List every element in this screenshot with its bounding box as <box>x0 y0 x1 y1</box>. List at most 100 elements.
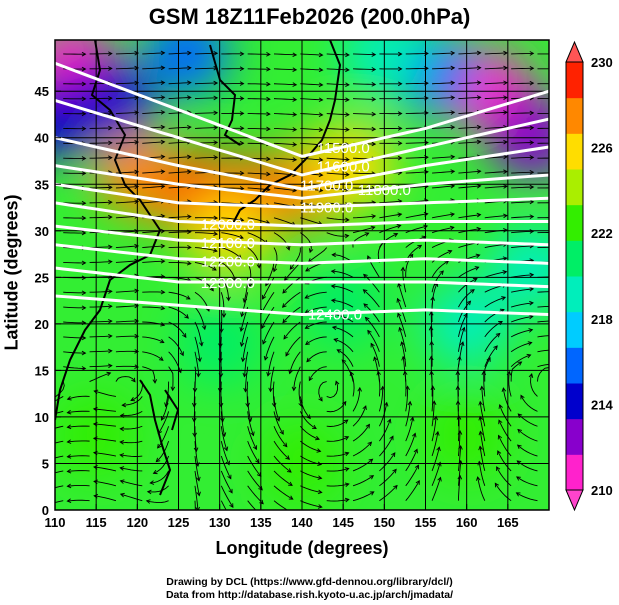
stream-arrowhead <box>195 506 200 510</box>
streamline <box>168 231 191 234</box>
height-contour <box>55 136 549 191</box>
streamline <box>457 341 464 367</box>
streamline <box>326 419 348 427</box>
stream-arrowhead <box>474 266 480 271</box>
streamline <box>431 386 434 412</box>
stream-arrowhead <box>152 379 158 384</box>
stream-arrowhead <box>476 124 482 130</box>
streamline <box>193 396 196 422</box>
stream-arrowhead <box>81 200 87 206</box>
stream-arrowhead <box>369 475 375 480</box>
streamline <box>115 186 139 189</box>
streamline <box>484 52 508 55</box>
stream-arrowhead <box>529 155 535 160</box>
streamline <box>405 225 428 234</box>
stream-arrowhead <box>81 171 87 176</box>
y-tick-label: 45 <box>35 84 49 99</box>
streamline <box>161 396 170 421</box>
streamline <box>511 274 534 278</box>
streamline <box>194 306 206 330</box>
stream-arrowhead <box>195 462 200 467</box>
streamline <box>379 452 396 472</box>
streamline <box>299 411 317 429</box>
stream-arrowhead <box>226 296 231 302</box>
stream-arrowhead <box>157 443 162 449</box>
stream-arrowhead <box>428 325 434 331</box>
height-contour <box>55 294 549 317</box>
stream-arrowhead <box>330 298 336 303</box>
stream-arrowhead <box>247 282 253 288</box>
stream-arrowhead <box>318 52 324 58</box>
streamline <box>63 336 86 339</box>
stream-arrowhead <box>81 290 87 296</box>
stream-arrowhead <box>463 313 468 318</box>
streamline <box>219 336 222 363</box>
streamline <box>194 470 200 496</box>
stream-arrowhead <box>397 312 402 318</box>
stream-arrowhead <box>526 353 532 359</box>
stream-arrowhead <box>256 263 262 269</box>
streamline <box>142 170 165 174</box>
streamline <box>498 435 512 457</box>
streamline <box>353 215 376 219</box>
stream-arrowhead <box>449 225 455 231</box>
stream-arrowhead <box>371 96 377 102</box>
stream-arrowhead <box>134 288 140 294</box>
streamline <box>484 111 508 114</box>
stream-arrowhead <box>130 397 136 402</box>
stream-arrowhead <box>478 430 484 436</box>
stream-arrowhead <box>285 351 290 357</box>
x-axis: 110 115 120 125 130 135 140 145 150 155 160 165 <box>45 504 519 530</box>
colorbar-segment <box>566 97 583 134</box>
streamline <box>326 401 347 413</box>
streamline <box>300 83 323 86</box>
streamline <box>363 289 380 308</box>
stream-arrowhead <box>160 65 166 71</box>
stream-arrowhead <box>239 51 245 57</box>
stream-arrowhead <box>556 112 560 116</box>
streamline <box>247 426 257 450</box>
streamline <box>458 96 481 100</box>
stream-arrowhead <box>239 140 245 146</box>
stream-arrowhead <box>282 288 287 294</box>
streamline <box>477 476 486 501</box>
y-tick-label: 30 <box>35 224 49 239</box>
streamline <box>494 483 512 502</box>
stream-arrowhead <box>306 414 311 420</box>
streamline <box>130 381 143 401</box>
streamline <box>221 262 236 282</box>
streamline <box>405 67 428 70</box>
stream-arrowhead <box>288 481 293 486</box>
stream-arrowhead <box>159 339 165 344</box>
streamline <box>146 500 169 503</box>
stream-arrowhead <box>478 415 483 421</box>
stream-arrowhead <box>218 402 224 408</box>
streamline <box>484 321 503 338</box>
stream-arrowhead <box>217 387 223 393</box>
stream-arrowhead <box>281 303 287 308</box>
streamline <box>458 289 475 308</box>
streamline <box>194 321 203 346</box>
stream-arrowhead <box>134 110 140 115</box>
streamline <box>273 485 294 500</box>
stream-arrowhead <box>160 289 166 295</box>
stream-arrowhead <box>134 303 140 309</box>
stream-arrowhead <box>193 447 199 453</box>
streamline <box>194 97 218 100</box>
streamline <box>352 226 375 234</box>
stream-arrowhead <box>81 111 87 117</box>
streamline <box>511 67 534 70</box>
stream-arrowhead <box>344 233 350 239</box>
stream-arrowhead <box>496 466 501 471</box>
stream-arrowhead <box>292 97 298 102</box>
streamline <box>120 467 143 472</box>
stream-arrowhead <box>556 52 560 56</box>
stream-arrowhead <box>266 111 271 117</box>
streamline <box>484 97 508 100</box>
height-contour <box>55 266 549 289</box>
streamline <box>168 321 187 338</box>
stream-arrowhead <box>366 255 372 260</box>
streamline <box>331 299 354 308</box>
stream-arrowhead <box>345 67 350 73</box>
y-axis-label: Latitude (degrees) <box>1 194 22 351</box>
